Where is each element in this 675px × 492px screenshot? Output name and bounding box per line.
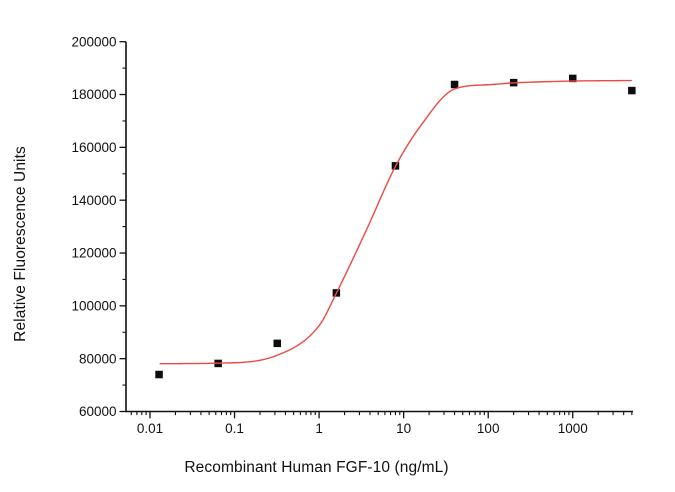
data-point-marker (273, 339, 282, 348)
x-tick-label: 1 (315, 421, 323, 436)
axis-frame (125, 41, 633, 413)
y-tick-label: 180000 (71, 87, 116, 102)
x-tick-label: 1000 (558, 421, 588, 436)
y-tick-label: 140000 (71, 193, 116, 208)
x-axis-title: Recombinant Human FGF-10 (ng/mL) (184, 459, 449, 476)
x-tick-label: 10 (396, 421, 411, 436)
y-tick-label: 60000 (79, 404, 117, 419)
data-point-marker (155, 370, 163, 379)
data-point-marker (569, 74, 577, 83)
y-tick-label: 80000 (79, 351, 117, 366)
y-axis-title: Relative Fluorescence Units (12, 146, 29, 342)
y-tick-label: 160000 (71, 140, 116, 155)
data-point-marker (450, 80, 459, 89)
data-point-marker (628, 86, 636, 95)
y-tick-label: 120000 (71, 246, 116, 261)
x-tick-label: 0.1 (225, 421, 244, 436)
fit-curve (159, 79, 632, 365)
y-tick-label: 200000 (71, 34, 116, 49)
x-tick-label: 0.01 (137, 421, 163, 436)
x-tick-label: 100 (477, 421, 500, 436)
y-tick-label: 100000 (71, 298, 116, 313)
